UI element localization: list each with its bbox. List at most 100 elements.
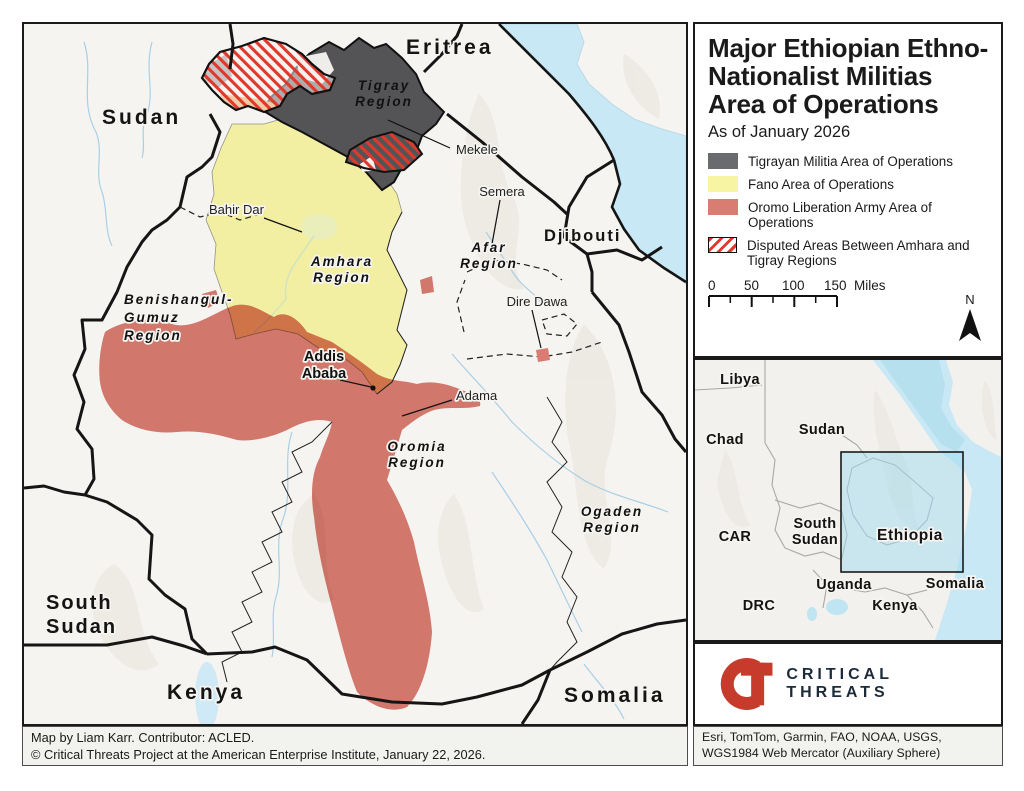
label-somalia: Somalia [564,684,666,707]
attribution-credit-line: Map by Liam Karr. Contributor: ACLED. [31,730,255,745]
inset-label-somalia: Somalia [926,576,985,592]
logo-panel: CRITICAL THREATS [693,642,1003,726]
svg-text:Oromia: Oromia [387,439,446,454]
svg-text:Sudan: Sudan [792,532,838,548]
svg-text:Gumuz: Gumuz [124,310,180,325]
regional-borders [221,211,578,683]
title-panel: Major Ethiopian Ethno-Nationalist Militi… [693,22,1003,358]
legend-item-disputed: Disputed Areas Between Amhara and Tigray… [708,237,991,268]
svg-text:Tigray: Tigray [358,78,410,93]
svg-text:Amhara: Amhara [310,254,373,269]
map-subtitle: As of January 2026 [708,123,851,142]
label-eritrea: Eritrea [406,36,494,59]
svg-text:Region: Region [460,256,518,271]
legend-swatch-hatched [708,237,737,254]
north-arrow: N [955,292,985,346]
label-south-sudan: South Sudan [44,590,117,639]
lake-tana [301,214,337,240]
inset-label-kenya: Kenya [872,598,918,614]
attribution-sources-line: Esri, TomTom, Garmin, FAO, NOAA, USGS, [702,730,942,744]
svg-text:Region: Region [313,270,371,285]
svg-text:Region: Region [583,520,641,535]
svg-text:Region: Region [355,94,413,109]
inset-label-car: CAR [719,529,752,545]
disputed-area-nw [200,36,337,114]
label-semera: Semera [479,184,525,199]
svg-text:Region: Region [388,455,446,470]
svg-text:Ogaden: Ogaden [581,504,643,519]
inset-lake [807,607,817,621]
inset-lake-victoria [826,599,848,615]
label-djibouti: Djibouti [544,227,621,245]
legend-swatch-red [708,199,738,216]
ola-patch-benishangul [202,290,220,308]
attribution-right: Esri, TomTom, Garmin, FAO, NOAA, USGS, W… [693,726,1003,766]
legend-item-ola: Oromo Liberation Army Area of Operations [708,199,991,230]
coastline-gulf [610,159,686,284]
svg-text:Addis: Addis [304,349,344,365]
svg-text:Ababa: Ababa [302,366,347,382]
legend: Tigrayan Militia Area of Operations Fano… [708,153,991,268]
inset-label-chad: Chad [706,432,744,448]
attribution-projection-line: WGS1984 Web Mercator (Auxiliary Sphere) [702,745,941,760]
ola-area-fill [99,304,481,710]
disputed-area-se [344,130,424,174]
dire-dawa-marker [536,348,550,362]
north-arrow-icon [959,309,981,341]
legend-swatch-gray [708,153,738,170]
terrain-shading [92,54,660,671]
rivers [83,41,669,720]
main-map-svg: Sudan Eritrea Djibouti South Sudan Kenya… [24,24,686,724]
label-amhara-region: Amhara Region [308,252,373,286]
lake-turkana [195,662,219,724]
label-ogaden-region: Ogaden Region [579,502,643,536]
critical-threats-wordmark: CRITICAL THREATS [786,666,893,701]
scale-bar-ticks [708,295,838,308]
label-sudan: Sudan [102,106,181,129]
label-afar-region: Afar Region [458,238,518,272]
legend-swatch-yellow [708,176,738,193]
scale-bar-unit: Miles [854,278,886,294]
label-bahir-dar: Bahir Dar [209,202,265,217]
svg-text:Region: Region [124,328,182,343]
inset-label-south-sudan: South Sudan [790,514,839,549]
critical-threats-logo-icon [720,658,773,710]
inset-ethiopia-extent-box [840,451,964,573]
leader-lines [263,119,542,417]
legend-item-tigrayan: Tigrayan Militia Area of Operations [708,153,991,170]
attribution-left: Map by Liam Karr. Contributor: ACLED. © … [22,726,688,766]
ola-patch-east [420,276,434,294]
addis-ababa-marker [370,385,376,391]
label-kenya: Kenya [167,681,245,704]
label-benishangul-gumuz-region: Benishangul- Gumuz Region [122,290,234,344]
label-adama: Adama [456,388,498,403]
inset-red-sea-channel [880,360,965,452]
map-title: Major Ethiopian Ethno-Nationalist Militi… [708,33,989,120]
inset-map-svg: Libya Chad Sudan CAR South Sudan Ethiopi… [695,360,1001,640]
inset-label-ethiopia: Ethiopia [877,527,943,544]
label-tigray-region: Tigray Region [355,78,413,109]
legend-item-fano: Fano Area of Operations [708,176,991,193]
svg-text:South: South [793,516,836,532]
international-borders [24,24,686,724]
svg-text:Benishangul-: Benishangul- [124,292,234,307]
inset-map: Libya Chad Sudan CAR South Sudan Ethiopi… [693,358,1003,642]
inset-label-drc: DRC [743,598,776,614]
label-dire-dawa: Dire Dawa [507,294,568,309]
inset-sea [873,360,1001,640]
north-label: N [965,292,975,307]
coastline-eritrea [498,24,616,161]
svg-text:Sudan: Sudan [46,616,117,638]
ola-area-group [99,276,481,710]
label-mekele: Mekele [456,142,498,157]
inset-label-sudan: Sudan [799,422,845,438]
main-map: Sudan Eritrea Djibouti South Sudan Kenya… [22,22,688,726]
label-addis-ababa: Addis Ababa [300,347,349,383]
label-oromia-region: Oromia Region [386,437,447,471]
svg-text:South: South [46,592,113,614]
attribution-copyright-line: © Critical Threats Project at the Americ… [31,746,486,762]
inset-label-uganda: Uganda [816,577,872,593]
svg-text:Afar: Afar [470,240,506,255]
inset-label-libya: Libya [720,372,760,388]
scale-bar: 0 50 100 150 Miles [708,278,908,314]
